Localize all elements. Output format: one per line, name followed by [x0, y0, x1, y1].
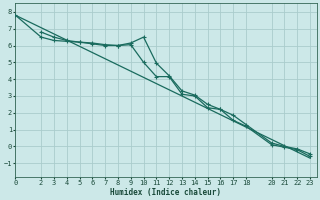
X-axis label: Humidex (Indice chaleur): Humidex (Indice chaleur) — [110, 188, 221, 197]
